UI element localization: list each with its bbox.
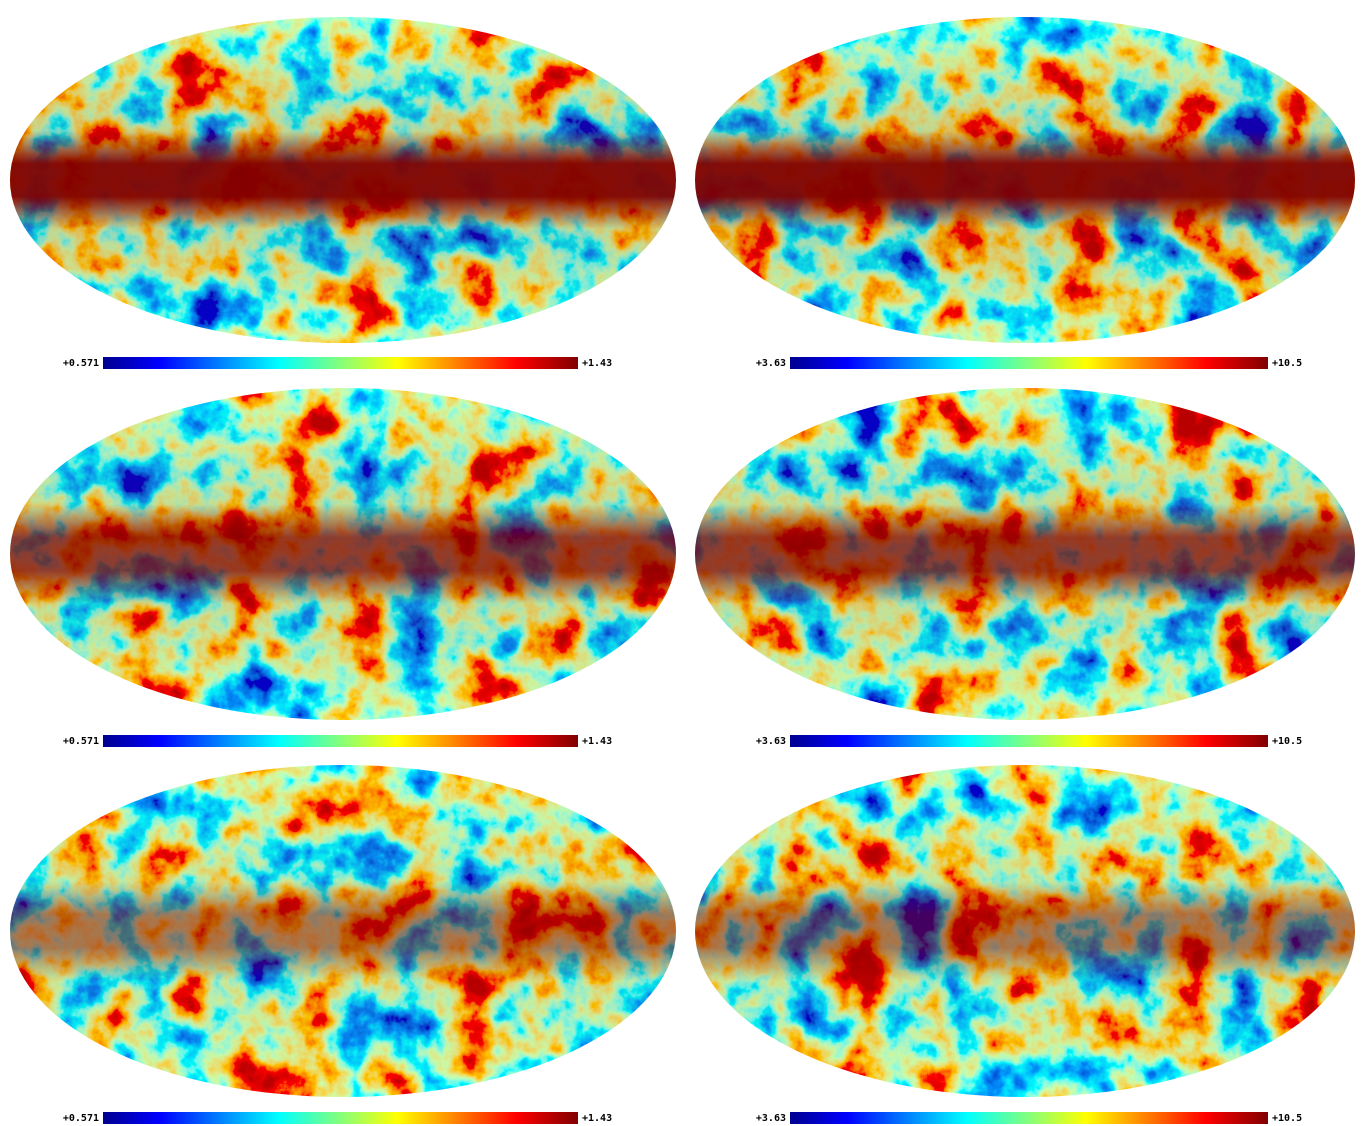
colorbar-max-label: +10.5 bbox=[1272, 736, 1302, 747]
galactic-band bbox=[10, 388, 676, 720]
colorbar bbox=[103, 735, 578, 747]
colorbar-min-label: +0.571 bbox=[63, 1113, 99, 1124]
sky-map bbox=[695, 388, 1355, 720]
sky-map bbox=[695, 765, 1355, 1097]
colorbar-min-label: +3.63 bbox=[756, 358, 786, 369]
page: +0.571 +1.43 +3.63 +10.5 +0.571 +1.43 +3.63 +10… bbox=[0, 0, 1368, 1126]
colorbar-max-label: +1.43 bbox=[582, 1113, 612, 1124]
colorbar-max-label: +1.43 bbox=[582, 736, 612, 747]
figure: +0.571 +1.43 +3.63 +10.5 +0.571 +1.43 +3.63 +10… bbox=[0, 0, 1368, 1126]
colorbar bbox=[103, 357, 578, 369]
colorbar bbox=[790, 1112, 1268, 1124]
galactic-band bbox=[695, 17, 1355, 343]
colorbar-max-label: +1.43 bbox=[582, 358, 612, 369]
colorbar bbox=[103, 1112, 578, 1124]
colorbar-min-label: +0.571 bbox=[63, 358, 99, 369]
galactic-band bbox=[10, 765, 676, 1097]
sky-map bbox=[695, 17, 1355, 343]
colorbar-min-label: +3.63 bbox=[756, 1113, 786, 1124]
colorbar bbox=[790, 735, 1268, 747]
galactic-band bbox=[10, 17, 676, 343]
sky-map bbox=[10, 388, 676, 720]
sky-map bbox=[10, 765, 676, 1097]
colorbar-max-label: +10.5 bbox=[1272, 1113, 1302, 1124]
sky-map bbox=[10, 17, 676, 343]
colorbar-min-label: +3.63 bbox=[756, 736, 786, 747]
colorbar bbox=[790, 357, 1268, 369]
colorbar-min-label: +0.571 bbox=[63, 736, 99, 747]
colorbar-max-label: +10.5 bbox=[1272, 358, 1302, 369]
galactic-band bbox=[695, 388, 1355, 720]
galactic-band bbox=[695, 765, 1355, 1097]
